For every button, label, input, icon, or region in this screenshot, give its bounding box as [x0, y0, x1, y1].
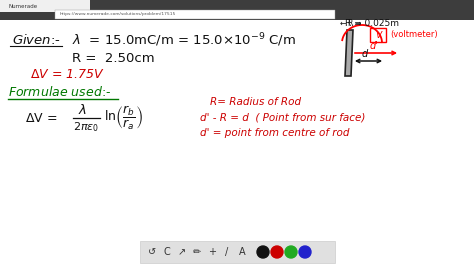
- Circle shape: [271, 246, 283, 258]
- Text: https://www.numerade.com/solutions/problem/17515: https://www.numerade.com/solutions/probl…: [60, 13, 176, 17]
- Text: $2\pi\varepsilon_0$: $2\pi\varepsilon_0$: [73, 120, 99, 134]
- Text: R= Radius of Rod: R= Radius of Rod: [210, 97, 301, 107]
- Text: $\Delta$V = 1.75V: $\Delta$V = 1.75V: [30, 69, 105, 81]
- Bar: [0, 0, 90, 12]
- Bar: [55, 10, 335, 19]
- Text: d' - R = d  ( Point from sur face): d' - R = d ( Point from sur face): [200, 113, 365, 123]
- Text: (voltmeter): (voltmeter): [390, 31, 438, 39]
- Text: A: A: [239, 247, 246, 257]
- Text: d': d': [370, 41, 379, 51]
- Text: ↺: ↺: [148, 247, 156, 257]
- Text: Numerade: Numerade: [8, 5, 37, 9]
- Bar: [370, 28, 386, 42]
- Text: $\mathit{Given}$:-: $\mathit{Given}$:-: [12, 33, 61, 47]
- Bar: [0, 0, 474, 20]
- Text: $\Delta$V =: $\Delta$V =: [25, 111, 59, 125]
- Text: V: V: [375, 31, 381, 39]
- Text: /: /: [225, 247, 228, 257]
- Text: +: +: [208, 247, 216, 257]
- Text: $\mathit{Formulae\ used}$:-: $\mathit{Formulae\ used}$:-: [8, 85, 111, 99]
- Text: d' = point from centre of rod: d' = point from centre of rod: [200, 128, 349, 138]
- Text: R = 0.025m: R = 0.025m: [345, 20, 399, 28]
- Circle shape: [285, 246, 297, 258]
- Text: $\ln\!\left(\dfrac{r_b}{r_a}\right)$: $\ln\!\left(\dfrac{r_b}{r_a}\right)$: [104, 104, 143, 132]
- Text: $\leftarrow$R$\rightarrow$: $\leftarrow$R$\rightarrow$: [338, 17, 362, 28]
- Text: $\lambda$: $\lambda$: [78, 103, 87, 117]
- Text: $\lambda$  = 15.0mC/m = 15.0$\times$10$^{-9}$ C/m: $\lambda$ = 15.0mC/m = 15.0$\times$10$^{…: [72, 31, 296, 49]
- Text: ↗: ↗: [178, 247, 186, 257]
- Text: d: d: [362, 49, 368, 59]
- Text: C: C: [164, 247, 170, 257]
- Bar: [140, 241, 335, 263]
- Circle shape: [257, 246, 269, 258]
- Polygon shape: [345, 30, 353, 76]
- Text: ✏: ✏: [193, 247, 201, 257]
- Circle shape: [299, 246, 311, 258]
- Text: R =  2.50cm: R = 2.50cm: [72, 51, 155, 65]
